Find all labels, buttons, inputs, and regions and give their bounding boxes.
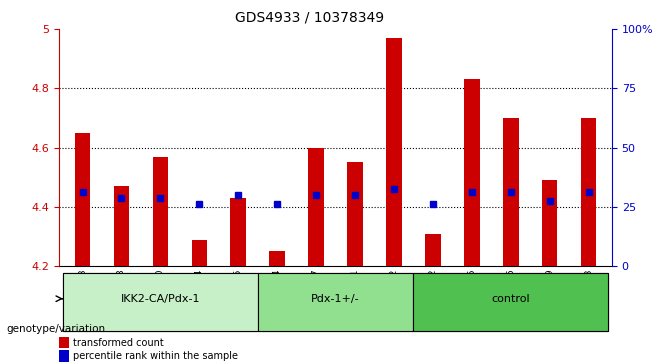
Text: GSM1151238: GSM1151238 xyxy=(117,268,126,329)
Text: GSM1151233: GSM1151233 xyxy=(78,268,87,329)
FancyBboxPatch shape xyxy=(258,273,413,331)
Bar xyxy=(153,156,168,266)
FancyBboxPatch shape xyxy=(413,273,608,331)
Text: IKK2-CA/Pdx-1: IKK2-CA/Pdx-1 xyxy=(120,294,200,304)
Bar xyxy=(114,186,129,266)
Bar xyxy=(59,337,69,348)
Bar xyxy=(374,273,413,331)
FancyBboxPatch shape xyxy=(63,273,258,331)
Text: Pdx-1+/-: Pdx-1+/- xyxy=(311,294,360,304)
Bar xyxy=(492,273,530,331)
Bar xyxy=(569,273,608,331)
Text: IKK2-CA/Pdx-1: IKK2-CA/Pdx-1 xyxy=(120,294,200,304)
Text: GDS4933 / 10378349: GDS4933 / 10378349 xyxy=(235,11,384,25)
Text: GSM1151242: GSM1151242 xyxy=(390,269,399,329)
FancyBboxPatch shape xyxy=(258,273,413,331)
FancyBboxPatch shape xyxy=(413,273,608,331)
Bar xyxy=(530,273,569,331)
Bar xyxy=(63,273,102,331)
Bar xyxy=(180,273,219,331)
Text: GSM1151245: GSM1151245 xyxy=(234,269,243,329)
Bar xyxy=(581,118,596,266)
Text: GSM1151239: GSM1151239 xyxy=(545,268,554,329)
Bar xyxy=(542,180,557,266)
Text: GSM1151244: GSM1151244 xyxy=(195,269,204,329)
Text: control: control xyxy=(492,294,530,304)
Bar xyxy=(297,273,336,331)
Bar xyxy=(59,350,69,362)
Text: GSM1151236: GSM1151236 xyxy=(506,268,515,329)
Text: control: control xyxy=(492,294,530,304)
Bar xyxy=(102,273,141,331)
Text: GSM1151240: GSM1151240 xyxy=(156,269,165,329)
Text: transformed count: transformed count xyxy=(73,338,164,348)
Bar xyxy=(191,240,207,266)
Bar xyxy=(452,273,492,331)
Bar xyxy=(75,133,90,266)
Text: genotype/variation: genotype/variation xyxy=(7,323,106,334)
Bar xyxy=(141,273,180,331)
Text: percentile rank within the sample: percentile rank within the sample xyxy=(73,351,238,361)
FancyBboxPatch shape xyxy=(63,273,258,331)
Bar xyxy=(413,273,452,331)
Bar xyxy=(425,234,441,266)
Text: GSM1151241: GSM1151241 xyxy=(351,269,359,329)
Text: Pdx-1+/-: Pdx-1+/- xyxy=(311,294,360,304)
Bar xyxy=(258,273,297,331)
Text: GSM1151234: GSM1151234 xyxy=(272,269,282,329)
Bar xyxy=(347,163,363,266)
Bar xyxy=(230,198,246,266)
Bar xyxy=(503,118,519,266)
Bar xyxy=(336,273,374,331)
Bar xyxy=(219,273,258,331)
Bar xyxy=(269,252,285,266)
Text: GSM1151232: GSM1151232 xyxy=(428,269,438,329)
Text: GSM1151235: GSM1151235 xyxy=(467,268,476,329)
Text: GSM1151237: GSM1151237 xyxy=(312,268,320,329)
Bar xyxy=(464,79,480,266)
Bar xyxy=(386,38,402,266)
Text: GSM1151243: GSM1151243 xyxy=(584,269,593,329)
Bar xyxy=(309,148,324,266)
